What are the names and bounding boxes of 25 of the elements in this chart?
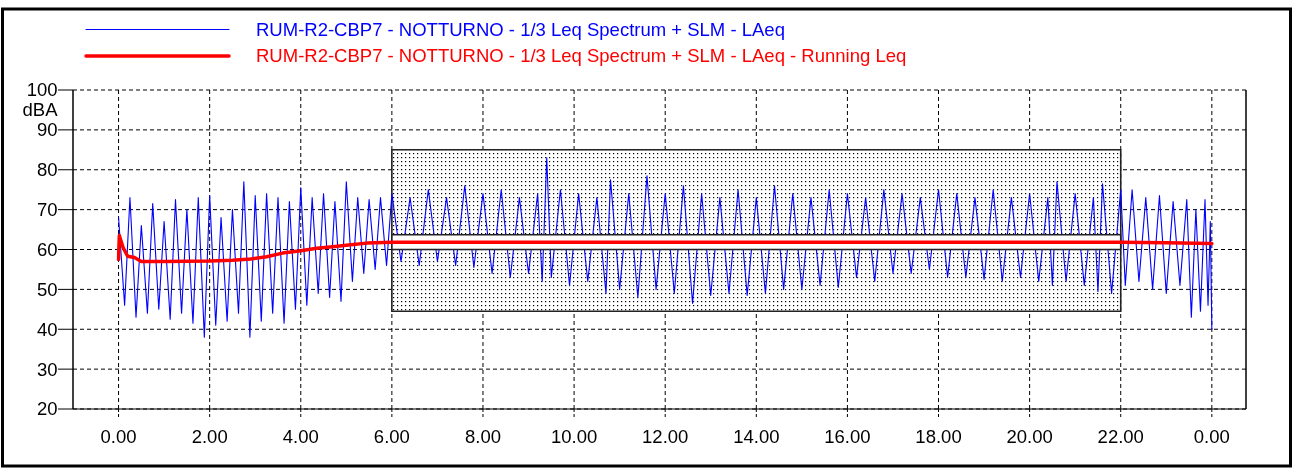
x-tick-label: 2.00 xyxy=(191,426,228,447)
y-tick-label: 80 xyxy=(36,159,58,181)
x-tick-label: 16.00 xyxy=(824,426,871,447)
x-tick-label: 10.00 xyxy=(550,426,598,447)
y-tick-label: 50 xyxy=(36,278,58,300)
x-tick-label: 18.00 xyxy=(915,426,962,447)
x-tick-label: 0.00 xyxy=(1193,426,1230,447)
text: RUM-R2-CBP7 - NOTTURNO - 1/3 Leq Spectrum + SLM - LAeq xyxy=(256,18,785,40)
x-tick-label: 20.00 xyxy=(1006,426,1053,447)
x-tick-label: 4.00 xyxy=(282,426,319,447)
text: RUM-R2-CBP7 - NOTTURNO - 1/3 Leq Spectrum + SLM - LAeq - Running Leq xyxy=(256,45,907,67)
y-tick-label: 40 xyxy=(36,318,58,340)
x-tick-label: 0.00 xyxy=(100,426,137,447)
x-tick-label: 22.00 xyxy=(1097,426,1144,447)
y-tick-label: 30 xyxy=(36,358,58,380)
y-tick-label: 20 xyxy=(36,398,58,420)
y-tick-label: 100 xyxy=(26,79,58,101)
x-tick-label: 12.00 xyxy=(642,426,689,447)
y-tick-label: 70 xyxy=(36,199,58,221)
x-tick-label: 6.00 xyxy=(373,426,410,447)
y-tick-label: 60 xyxy=(36,238,58,260)
y-axis-title: dBA xyxy=(22,99,59,120)
x-tick-label: 8.00 xyxy=(464,426,501,447)
y-tick-label: 90 xyxy=(36,119,58,141)
x-tick-label: 14.00 xyxy=(733,426,780,447)
